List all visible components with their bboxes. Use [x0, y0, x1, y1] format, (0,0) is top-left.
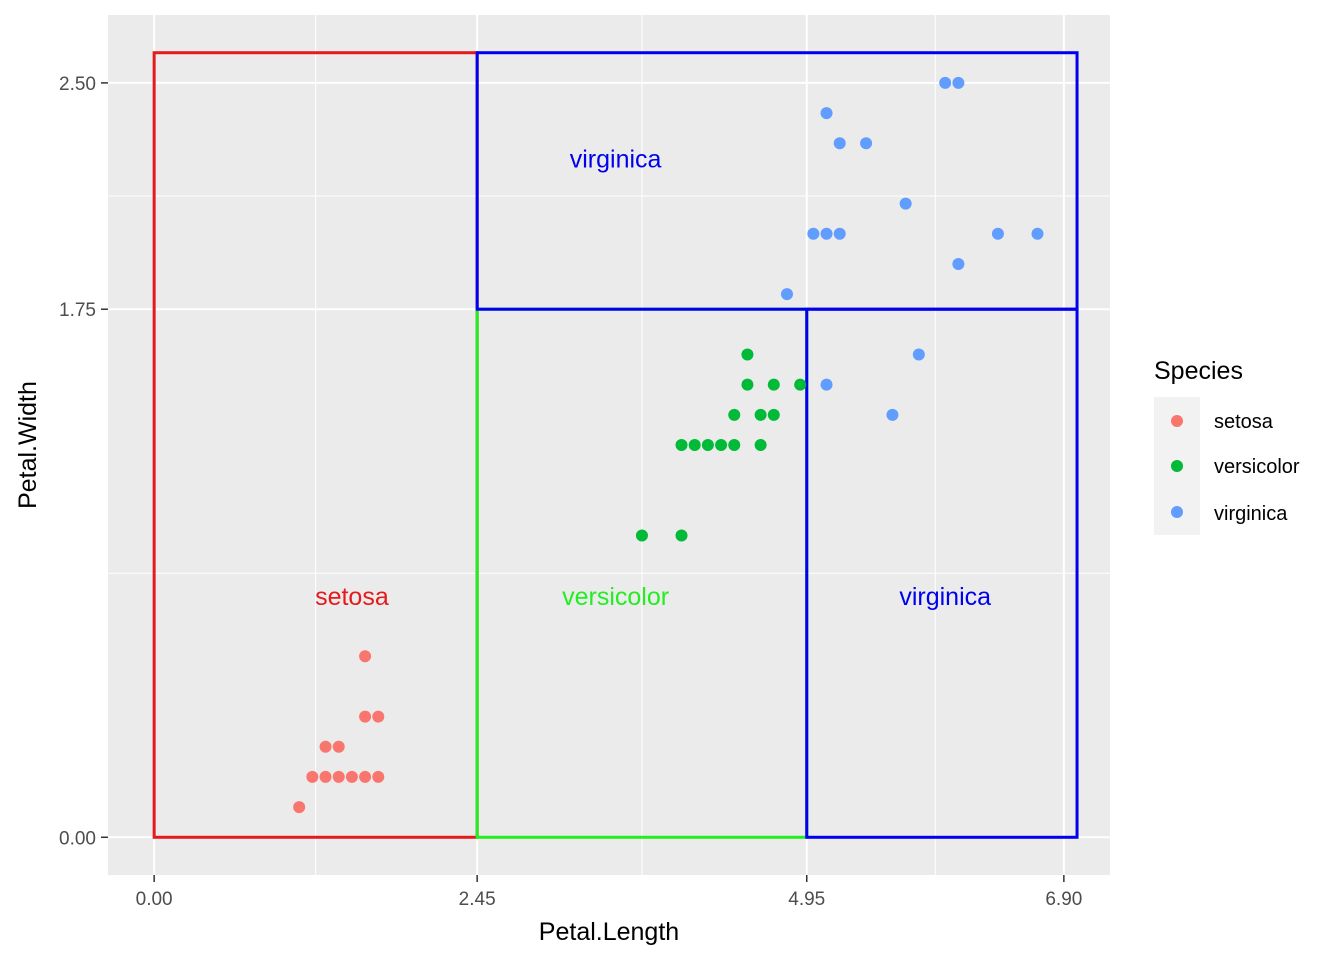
- versicolor-point-4: [701, 439, 714, 451]
- virginica-point-12: [860, 137, 873, 150]
- x-tick-label-1: 2.45: [459, 889, 496, 910]
- virginica-point-13: [820, 107, 833, 120]
- versicolor-point-5: [715, 439, 728, 451]
- virginica-point-5: [807, 227, 820, 240]
- versicolor-point-7: [754, 439, 767, 451]
- setosa-point-8: [332, 740, 345, 753]
- versicolor-point-9: [754, 408, 767, 421]
- versicolor-point-8: [728, 408, 741, 421]
- x-tick-label-2: 4.95: [788, 889, 825, 910]
- virginica-point-0: [820, 378, 833, 391]
- region-label-1: versicolor: [562, 583, 669, 611]
- virginica-point-14: [939, 76, 952, 89]
- decision-regions: [152, 51, 1079, 839]
- region-labels: setosa versicolor virginica virginica: [315, 145, 991, 611]
- legend-label-versicolor: versicolor: [1214, 456, 1300, 478]
- minor-gridlines: [108, 15, 1110, 875]
- y-tick-label-0: 0.00: [59, 828, 96, 849]
- versicolor-point-12: [767, 378, 780, 391]
- virginica-point-6: [820, 227, 833, 240]
- y-tick-label-1: 1.75: [59, 300, 96, 321]
- virginica-point-15: [952, 76, 965, 89]
- versicolor-point-14: [741, 348, 754, 361]
- y-tick-label-2: 2.50: [59, 74, 96, 95]
- legend-label-virginica: virginica: [1214, 503, 1288, 525]
- virginica-point-10: [899, 197, 912, 210]
- setosa-point-5: [359, 770, 372, 783]
- virginica-point-3: [780, 288, 793, 301]
- virginica-point-1: [886, 408, 899, 421]
- versicolor-point-13: [794, 378, 807, 391]
- region-label-0: setosa: [315, 583, 389, 611]
- x-tick-label-3: 6.90: [1045, 889, 1082, 910]
- region-label-2: virginica: [899, 583, 991, 611]
- y-axis-title: Petal.Width: [14, 381, 42, 509]
- versicolor-point-10: [767, 408, 780, 421]
- versicolor-point-3: [688, 439, 701, 451]
- virginica-point-11: [833, 137, 846, 150]
- setosa-point-7: [319, 740, 332, 753]
- setosa-point-3: [332, 770, 345, 783]
- legend-key-setosa: [1171, 415, 1183, 427]
- legend: Species setosa versicolor virginica: [1154, 357, 1300, 535]
- legend-key-virginica: [1171, 506, 1183, 518]
- versicolor-point-2: [675, 439, 688, 451]
- data-points: [293, 76, 1044, 814]
- setosa-point-6: [372, 770, 385, 783]
- legend-title: Species: [1154, 357, 1243, 385]
- setosa-point-10: [372, 710, 385, 723]
- setosa-point-0: [293, 801, 306, 814]
- legend-key-versicolor: [1171, 460, 1183, 472]
- virginica-point-8: [991, 227, 1004, 240]
- setosa-point-1: [306, 770, 319, 783]
- panel-background: [108, 15, 1110, 875]
- versicolor-point-0: [635, 529, 648, 542]
- x-axis-title: Petal.Length: [539, 918, 679, 946]
- virginica-point-2: [912, 348, 925, 361]
- virginica-point-7: [833, 227, 846, 240]
- setosa-point-11: [359, 650, 372, 663]
- versicolor-point-11: [741, 378, 754, 391]
- setosa-point-4: [345, 770, 358, 783]
- versicolor-point-1: [675, 529, 688, 542]
- setosa-point-2: [319, 770, 332, 783]
- virginica-region-top: [475, 51, 1079, 311]
- legend-label-setosa: setosa: [1214, 411, 1274, 433]
- setosa-point-9: [359, 710, 372, 723]
- virginica-point-4: [952, 257, 965, 270]
- virginica-point-9: [1031, 227, 1044, 240]
- region-label-3: virginica: [570, 145, 662, 173]
- x-tick-label-0: 0.00: [136, 889, 173, 910]
- axes: 0.00 2.45 4.95 6.90 0.00 1.75 2.50: [59, 74, 1082, 910]
- versicolor-point-6: [728, 439, 741, 451]
